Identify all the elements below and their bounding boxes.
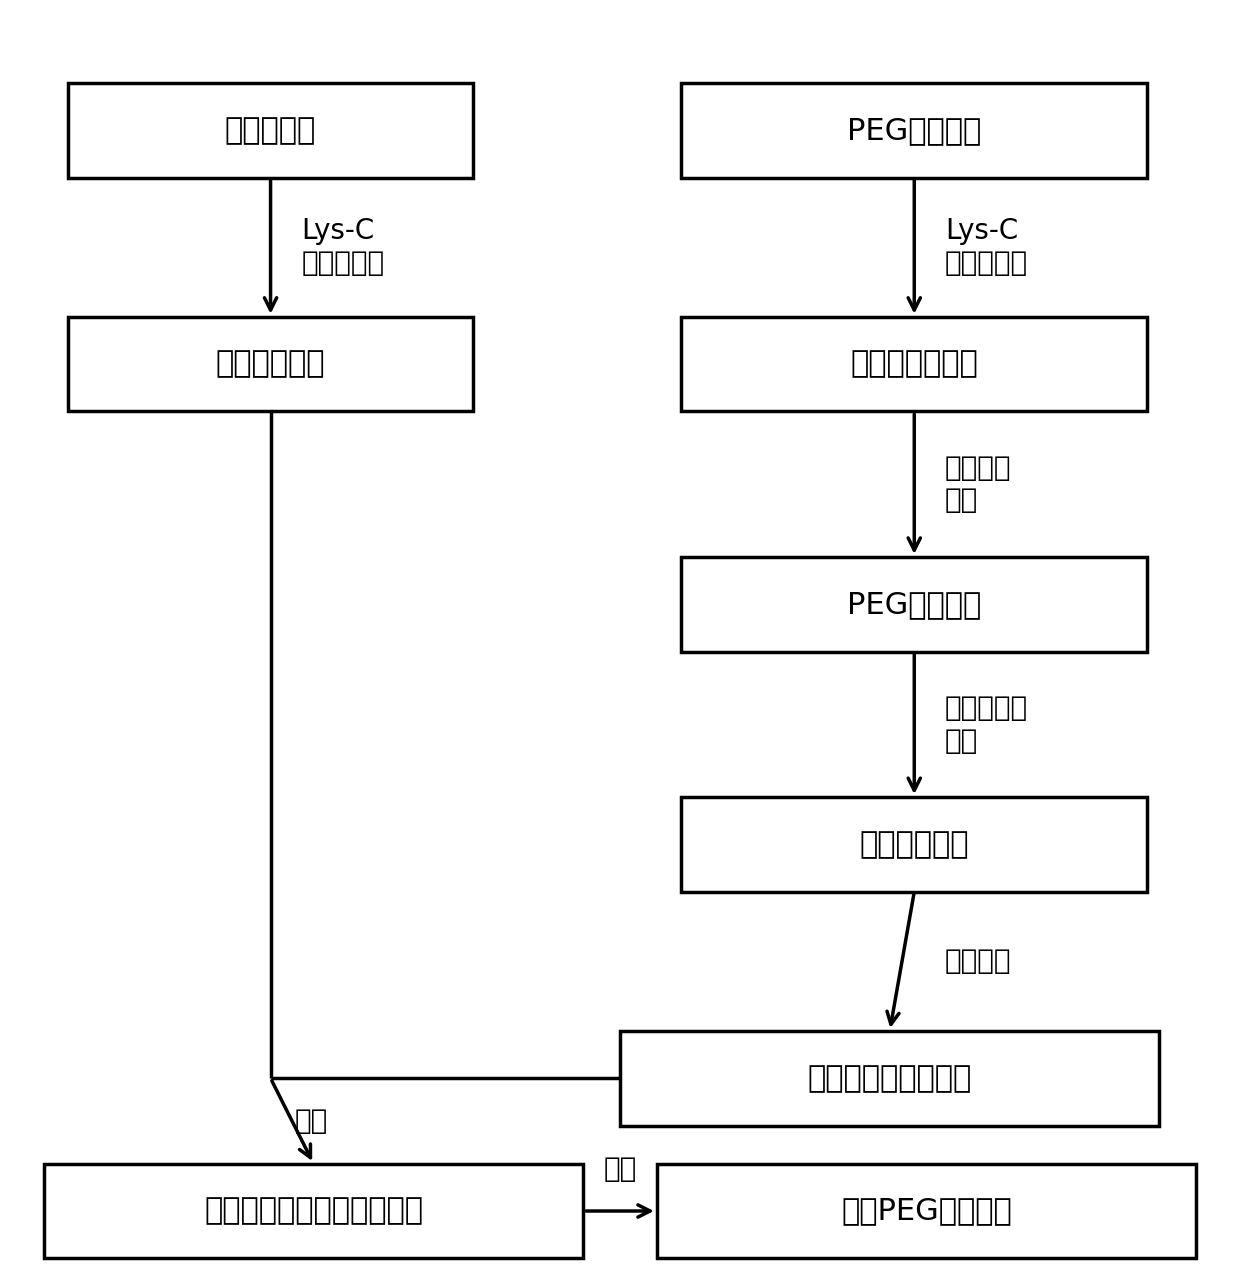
Text: Lys-C
第一次酶切: Lys-C 第一次酶切 [945,217,1028,277]
Text: 分析: 分析 [604,1155,636,1183]
Text: 亲和层析
浓缩: 亲和层析 浓缩 [945,454,1012,514]
Text: 小段肽段样品: 小段肽段样品 [859,829,968,859]
Text: Lys-C
第一次酶切: Lys-C 第一次酶切 [301,217,384,277]
Bar [68,83,472,178]
Text: 质谱检测: 质谱检测 [945,947,1012,975]
Bar [43,1163,583,1259]
Text: PEG修饰样品: PEG修饰样品 [847,116,981,144]
Bar [681,797,1147,892]
Text: 对比: 对比 [295,1107,329,1135]
Text: 未修饰样品: 未修饰样品 [224,116,316,144]
Text: 小肽段所属理论肽段及位置: 小肽段所属理论肽段及位置 [203,1196,423,1226]
Text: 理论肽段序列: 理论肽段序列 [216,350,325,378]
Bar [620,1031,1159,1126]
Bar [657,1163,1197,1259]
Bar [681,557,1147,652]
Text: 确定PEG修饰位点: 确定PEG修饰位点 [841,1196,1012,1226]
Text: 第一次酶切样品: 第一次酶切样品 [851,350,978,378]
Text: 第二次酶切
层析: 第二次酶切 层析 [945,694,1028,754]
Text: 确定小段肽段分子量: 确定小段肽段分子量 [807,1063,972,1093]
Bar [681,83,1147,178]
Text: PEG修饰肽段: PEG修饰肽段 [847,589,981,619]
Bar [68,317,472,412]
Bar [681,317,1147,412]
